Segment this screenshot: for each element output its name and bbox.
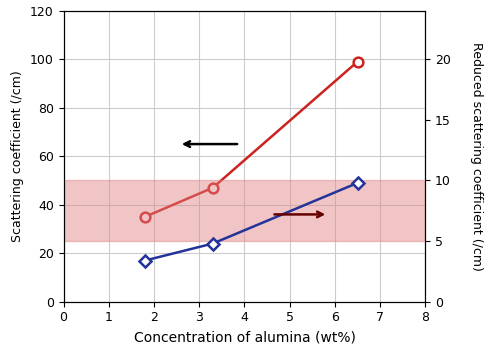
Bar [63,180,425,241]
Y-axis label: Scattering coefficient (/cm): Scattering coefficient (/cm) [11,70,24,242]
Y-axis label: Reduced scattering coefficient (/cm): Reduced scattering coefficient (/cm) [469,42,483,271]
X-axis label: Concentration of alumina (wt%): Concentration of alumina (wt%) [133,330,355,344]
